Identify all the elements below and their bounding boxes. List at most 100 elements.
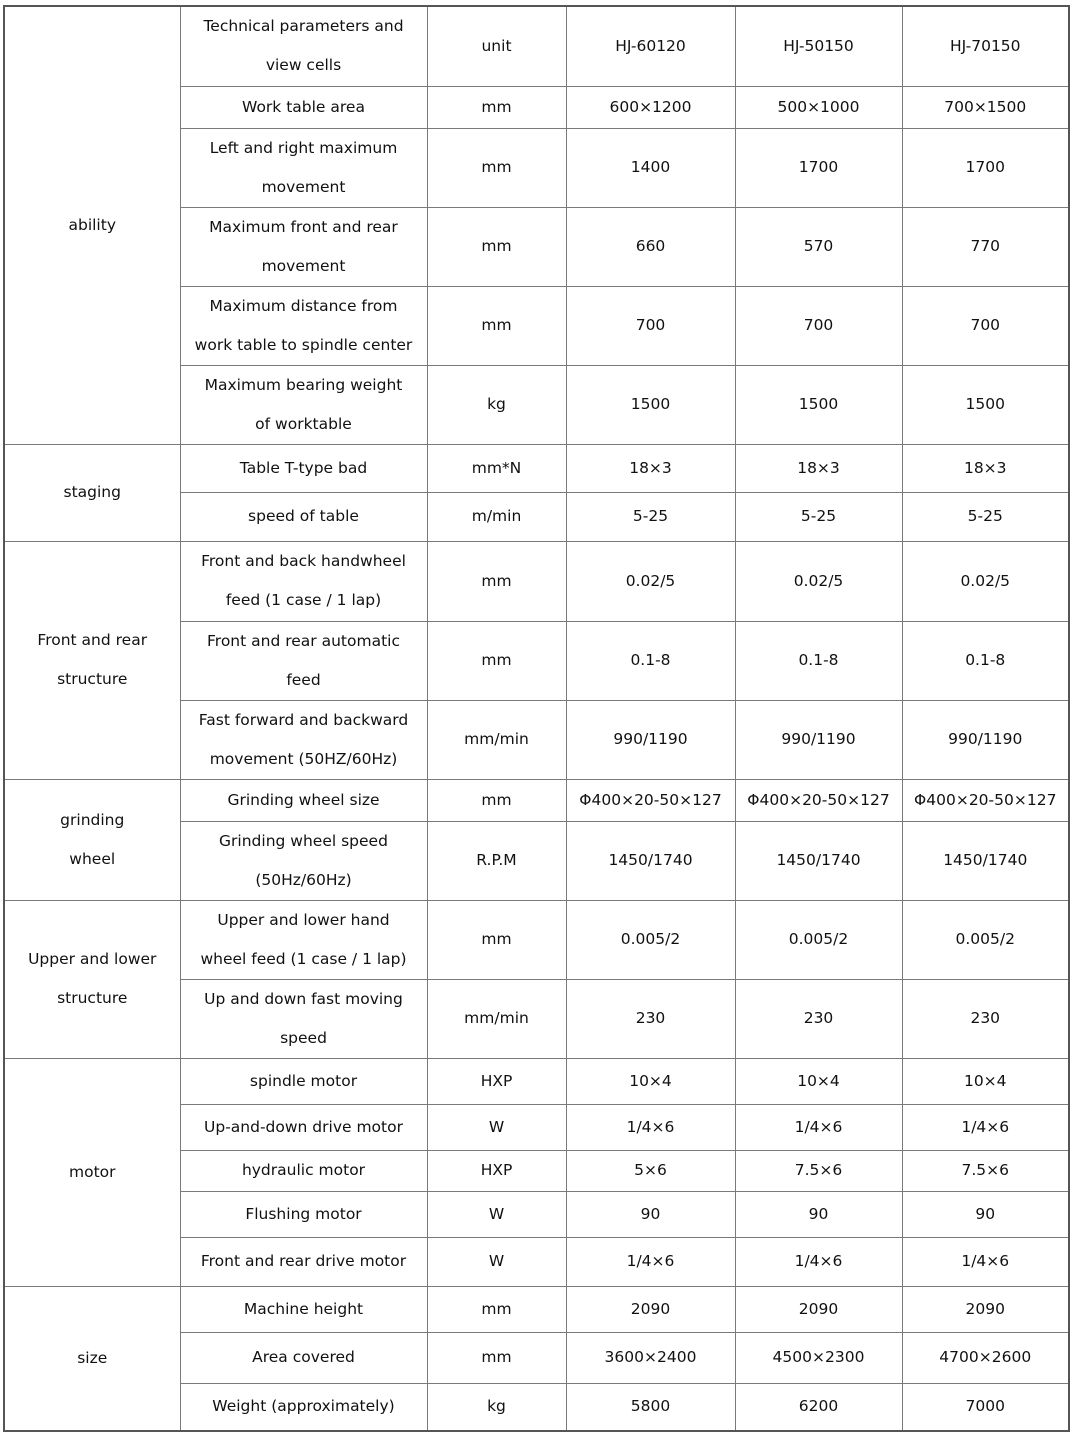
unit-cell: mm: [426, 285, 567, 366]
table-row: motor spindle motor HXP 10×4 10×4 10×4: [3, 1057, 1070, 1287]
value-cell: 1/4×6: [901, 1103, 1070, 1151]
value-cell: 18×3: [901, 443, 1070, 493]
unit-cell: mm: [426, 540, 567, 622]
parameter-name: Upper and lower hand wheel feed (1 case …: [179, 899, 428, 980]
value-cell: 7.5×6: [901, 1149, 1070, 1192]
header-model: HJ-50150: [734, 5, 903, 87]
parameter-name: Up and down fast moving speed: [179, 978, 428, 1059]
parameter-name: Table T-type bad: [179, 443, 428, 493]
value-cell: 2090: [734, 1285, 903, 1333]
parameter-name: Grinding wheel speed (50Hz/60Hz): [179, 820, 428, 901]
value-cell: 990/1190: [565, 699, 736, 780]
header-model: HJ-60120: [565, 5, 736, 87]
unit-cell: R.P.M: [426, 820, 567, 901]
unit-cell: m/min: [426, 491, 567, 542]
parameter-name: Front and rear drive motor: [179, 1236, 428, 1287]
parameter-name: spindle motor: [179, 1057, 428, 1105]
table-row: Weight (approximately) kg 5800 6200 7000: [4, 1382, 1070, 1432]
table-row: Front and rear automatic feed mm 0.1-8 0.1-…: [4, 620, 1070, 701]
value-cell: 1400: [565, 127, 736, 208]
value-cell: 570: [734, 206, 903, 287]
parameter-name: Maximum bearing weight of worktable: [179, 364, 428, 445]
value-cell: 1500: [901, 364, 1070, 445]
value-cell: Φ400×20-50×127: [734, 778, 903, 822]
value-cell: 90: [734, 1190, 903, 1238]
value-cell: 3600×2400: [565, 1331, 736, 1384]
value-cell: 2090: [901, 1285, 1070, 1333]
group-label: Upper and lower structure: [3, 899, 181, 1059]
value-cell: 230: [901, 978, 1070, 1059]
group-label: motor: [3, 1057, 181, 1287]
value-cell: 6200: [734, 1382, 903, 1432]
value-cell: 5-25: [565, 491, 736, 542]
value-cell: 0.005/2: [565, 899, 736, 980]
spec-table: ability Technical parameters and view cel…: [3, 5, 1070, 1432]
header-row: ability Technical parameters and view cel…: [3, 5, 1070, 445]
value-cell: 1500: [565, 364, 736, 445]
parameter-name: Work table area: [179, 85, 428, 129]
group-label: Front and rear structure: [3, 540, 181, 780]
header-model: HJ-70150: [901, 5, 1070, 87]
group-label: ability: [3, 5, 181, 445]
unit-cell: mm: [426, 206, 567, 287]
value-cell: 230: [565, 978, 736, 1059]
value-cell: 5-25: [901, 491, 1070, 542]
table-row: staging Table T-type bad mm*N 18×3 18×3 18×3: [3, 443, 1070, 542]
unit-cell: mm/min: [426, 978, 567, 1059]
value-cell: 700: [734, 285, 903, 366]
value-cell: 1700: [901, 127, 1070, 208]
parameter-name: Machine height: [179, 1285, 428, 1333]
value-cell: 500×1000: [734, 85, 903, 129]
unit-cell: mm: [426, 899, 567, 980]
value-cell: 1450/1740: [734, 820, 903, 901]
parameter-name: Maximum distance from work table to spin…: [179, 285, 428, 366]
value-cell: 1700: [734, 127, 903, 208]
group-label: staging: [3, 443, 181, 542]
unit-cell: W: [426, 1103, 567, 1151]
value-cell: 0.1-8: [565, 620, 736, 701]
unit-cell: mm: [426, 85, 567, 129]
value-cell: 2090: [565, 1285, 736, 1333]
value-cell: 230: [734, 978, 903, 1059]
value-cell: 1500: [734, 364, 903, 445]
unit-cell: kg: [426, 364, 567, 445]
table-row: Grinding wheel speed (50Hz/60Hz) R.P.M 145…: [4, 820, 1070, 901]
table-row: Maximum distance from work table to spin…: [4, 285, 1070, 366]
unit-cell: W: [426, 1236, 567, 1287]
unit-cell: mm: [426, 127, 567, 208]
table-row: Work table area mm 600×1200 500×1000 700×150…: [4, 85, 1070, 129]
value-cell: 700×1500: [901, 85, 1070, 129]
value-cell: 90: [565, 1190, 736, 1238]
value-cell: 1450/1740: [565, 820, 736, 901]
value-cell: 7000: [901, 1382, 1070, 1432]
group-label: size: [3, 1285, 181, 1432]
table-row: Up and down fast moving speed mm/min 230 23…: [4, 978, 1070, 1059]
unit-cell: HXP: [426, 1149, 567, 1192]
parameter-name: Left and right maximum movement: [179, 127, 428, 208]
value-cell: 5-25: [734, 491, 903, 542]
table-row: Front and rear structure Front and back h…: [3, 540, 1070, 780]
table-row: Flushing motor W 90 90 90: [4, 1190, 1070, 1238]
value-cell: 600×1200: [565, 85, 736, 129]
value-cell: 10×4: [734, 1057, 903, 1105]
parameter-name: Grinding wheel size: [179, 778, 428, 822]
parameter-name: Flushing motor: [179, 1190, 428, 1238]
value-cell: 1/4×6: [565, 1236, 736, 1287]
value-cell: 990/1190: [901, 699, 1070, 780]
parameter-name: Maximum front and rear movement: [179, 206, 428, 287]
table-row: hydraulic motor HXP 5×6 7.5×6 7.5×6: [4, 1149, 1070, 1192]
value-cell: 1/4×6: [734, 1103, 903, 1151]
table-row: Area covered mm 3600×2400 4500×2300 4700×260…: [4, 1331, 1070, 1384]
value-cell: 1/4×6: [565, 1103, 736, 1151]
parameter-name: Front and rear automatic feed: [179, 620, 428, 701]
value-cell: 1/4×6: [901, 1236, 1070, 1287]
value-cell: 0.1-8: [901, 620, 1070, 701]
value-cell: 10×4: [901, 1057, 1070, 1105]
table-row: size Machine height mm 2090 2090 2090: [3, 1285, 1070, 1432]
value-cell: Φ400×20-50×127: [565, 778, 736, 822]
value-cell: 0.005/2: [901, 899, 1070, 980]
value-cell: 4700×2600: [901, 1331, 1070, 1384]
parameter-name: hydraulic motor: [179, 1149, 428, 1192]
parameter-name: Weight (approximately): [179, 1382, 428, 1432]
value-cell: 660: [565, 206, 736, 287]
